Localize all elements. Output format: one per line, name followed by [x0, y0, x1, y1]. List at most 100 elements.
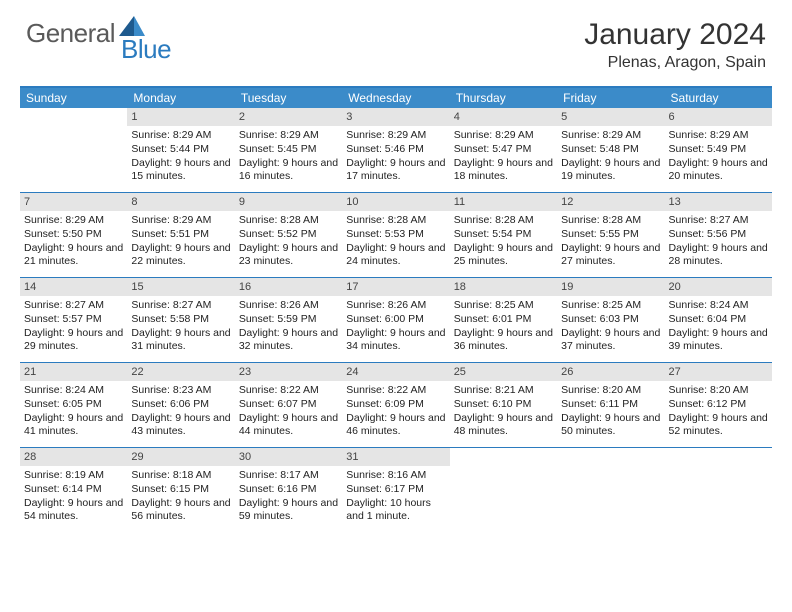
calendar-table: SundayMondayTuesdayWednesdayThursdayFrid…: [20, 86, 772, 532]
sunset-text: Sunset: 6:01 PM: [454, 313, 553, 327]
sunset-text: Sunset: 5:58 PM: [131, 313, 230, 327]
daylight-text: Daylight: 9 hours and 16 minutes.: [239, 157, 338, 184]
sunset-text: Sunset: 6:17 PM: [346, 483, 445, 497]
sunset-text: Sunset: 5:47 PM: [454, 143, 553, 157]
daylight-text: Daylight: 9 hours and 17 minutes.: [346, 157, 445, 184]
sunrise-text: Sunrise: 8:29 AM: [346, 129, 445, 143]
sunset-text: Sunset: 5:53 PM: [346, 228, 445, 242]
daylight-text: Daylight: 9 hours and 19 minutes.: [561, 157, 660, 184]
daylight-text: Daylight: 9 hours and 23 minutes.: [239, 242, 338, 269]
week-row: 14Sunrise: 8:27 AMSunset: 5:57 PMDayligh…: [20, 278, 772, 363]
day-number: 3: [342, 108, 449, 126]
sunset-text: Sunset: 5:51 PM: [131, 228, 230, 242]
day-cell: 7Sunrise: 8:29 AMSunset: 5:50 PMDaylight…: [20, 193, 127, 277]
day-number: 11: [450, 193, 557, 211]
sunrise-text: Sunrise: 8:23 AM: [131, 384, 230, 398]
day-number: 26: [557, 363, 664, 381]
day-number: 8: [127, 193, 234, 211]
day-cell: 18 Sunrise: 8:25 AMSunset: 6:01 PMDayligh…: [450, 278, 557, 362]
sunrise-text: Sunrise: 8:19 AM: [24, 469, 123, 483]
day-cell: 9Sunrise: 8:28 AMSunset: 5:52 PMDaylight…: [235, 193, 342, 277]
daylight-text: Daylight: 9 hours and 24 minutes.: [346, 242, 445, 269]
sunset-text: Sunset: 6:03 PM: [561, 313, 660, 327]
weekday-header: Wednesday: [342, 88, 449, 108]
month-title: January 2024: [584, 18, 766, 52]
sunrise-text: Sunrise: 8:29 AM: [131, 129, 230, 143]
daylight-text: Daylight: 9 hours and 52 minutes.: [669, 412, 768, 439]
weekday-header: Saturday: [665, 88, 772, 108]
day-cell: 11Sunrise: 8:28 AMSunset: 5:54 PMDayligh…: [450, 193, 557, 277]
sunset-text: Sunset: 6:10 PM: [454, 398, 553, 412]
day-number: 27: [665, 363, 772, 381]
sunset-text: Sunset: 5:50 PM: [24, 228, 123, 242]
day-number: 16: [235, 278, 342, 296]
week-row: 28Sunrise: 8:19 AMSunset: 6:14 PMDayligh…: [20, 448, 772, 532]
daylight-text: Daylight: 9 hours and 31 minutes.: [131, 327, 230, 354]
sunrise-text: Sunrise: 8:29 AM: [561, 129, 660, 143]
daylight-text: Daylight: 9 hours and 29 minutes.: [24, 327, 123, 354]
day-cell: 21Sunrise: 8:24 AMSunset: 6:05 PMDayligh…: [20, 363, 127, 447]
sunset-text: Sunset: 6:07 PM: [239, 398, 338, 412]
day-cell: 24Sunrise: 8:22 AMSunset: 6:09 PMDayligh…: [342, 363, 449, 447]
sunrise-text: Sunrise: 8:29 AM: [131, 214, 230, 228]
daylight-text: Daylight: 9 hours and 50 minutes.: [561, 412, 660, 439]
sunset-text: Sunset: 6:04 PM: [669, 313, 768, 327]
daylight-text: Daylight: 9 hours and 34 minutes.: [346, 327, 445, 354]
daylight-text: Daylight: 9 hours and 46 minutes.: [346, 412, 445, 439]
sunrise-text: Sunrise: 8:29 AM: [454, 129, 553, 143]
daylight-text: Daylight: 9 hours and 36 minutes.: [454, 327, 553, 354]
sunrise-text: Sunrise: 8:24 AM: [24, 384, 123, 398]
day-cell: 5Sunrise: 8:29 AMSunset: 5:48 PMDaylight…: [557, 108, 664, 192]
sunrise-text: Sunrise: 8:27 AM: [24, 299, 123, 313]
day-number: 21: [20, 363, 127, 381]
day-number: 10: [342, 193, 449, 211]
day-cell: 10Sunrise: 8:28 AMSunset: 5:53 PMDayligh…: [342, 193, 449, 277]
title-block: January 2024 Plenas, Aragon, Spain: [584, 18, 766, 72]
day-cell: 19Sunrise: 8:25 AMSunset: 6:03 PMDayligh…: [557, 278, 664, 362]
day-cell: 14Sunrise: 8:27 AMSunset: 5:57 PMDayligh…: [20, 278, 127, 362]
day-number: 2: [235, 108, 342, 126]
daylight-text: Daylight: 9 hours and 22 minutes.: [131, 242, 230, 269]
week-row: .1Sunrise: 8:29 AMSunset: 5:44 PMDayligh…: [20, 108, 772, 193]
day-number: 12: [557, 193, 664, 211]
day-cell: 31Sunrise: 8:16 AMSunset: 6:17 PMDayligh…: [342, 448, 449, 532]
sunrise-text: Sunrise: 8:26 AM: [346, 299, 445, 313]
brand-text-blue: Blue: [121, 34, 171, 65]
sunset-text: Sunset: 6:16 PM: [239, 483, 338, 497]
sunset-text: Sunset: 5:57 PM: [24, 313, 123, 327]
daylight-text: Daylight: 9 hours and 20 minutes.: [669, 157, 768, 184]
day-number: 15: [127, 278, 234, 296]
week-row: 7Sunrise: 8:29 AMSunset: 5:50 PMDaylight…: [20, 193, 772, 278]
day-number: 18: [450, 278, 557, 296]
day-cell: 15Sunrise: 8:27 AMSunset: 5:58 PMDayligh…: [127, 278, 234, 362]
daylight-text: Daylight: 9 hours and 54 minutes.: [24, 497, 123, 524]
daylight-text: Daylight: 9 hours and 37 minutes.: [561, 327, 660, 354]
day-cell: 1Sunrise: 8:29 AMSunset: 5:44 PMDaylight…: [127, 108, 234, 192]
sunset-text: Sunset: 5:56 PM: [669, 228, 768, 242]
sunrise-text: Sunrise: 8:24 AM: [669, 299, 768, 313]
weekday-header: Thursday: [450, 88, 557, 108]
sunset-text: Sunset: 6:09 PM: [346, 398, 445, 412]
sunrise-text: Sunrise: 8:25 AM: [454, 299, 553, 313]
day-cell: 17Sunrise: 8:26 AMSunset: 6:00 PMDayligh…: [342, 278, 449, 362]
day-number: 24: [342, 363, 449, 381]
sunrise-text: Sunrise: 8:28 AM: [561, 214, 660, 228]
day-cell: 27Sunrise: 8:20 AMSunset: 6:12 PMDayligh…: [665, 363, 772, 447]
weekday-header: Tuesday: [235, 88, 342, 108]
day-number: 5: [557, 108, 664, 126]
day-cell: 16Sunrise: 8:26 AMSunset: 5:59 PMDayligh…: [235, 278, 342, 362]
sunset-text: Sunset: 6:05 PM: [24, 398, 123, 412]
day-number: 9: [235, 193, 342, 211]
sunset-text: Sunset: 6:15 PM: [131, 483, 230, 497]
day-cell: 26Sunrise: 8:20 AMSunset: 6:11 PMDayligh…: [557, 363, 664, 447]
weekday-header: Sunday: [20, 88, 127, 108]
sunrise-text: Sunrise: 8:29 AM: [24, 214, 123, 228]
daylight-text: Daylight: 9 hours and 21 minutes.: [24, 242, 123, 269]
day-number: 30: [235, 448, 342, 466]
day-cell: 20Sunrise: 8:24 AMSunset: 6:04 PMDayligh…: [665, 278, 772, 362]
day-number: 25: [450, 363, 557, 381]
daylight-text: Daylight: 9 hours and 59 minutes.: [239, 497, 338, 524]
sunset-text: Sunset: 5:45 PM: [239, 143, 338, 157]
sunset-text: Sunset: 5:44 PM: [131, 143, 230, 157]
daylight-text: Daylight: 9 hours and 48 minutes.: [454, 412, 553, 439]
